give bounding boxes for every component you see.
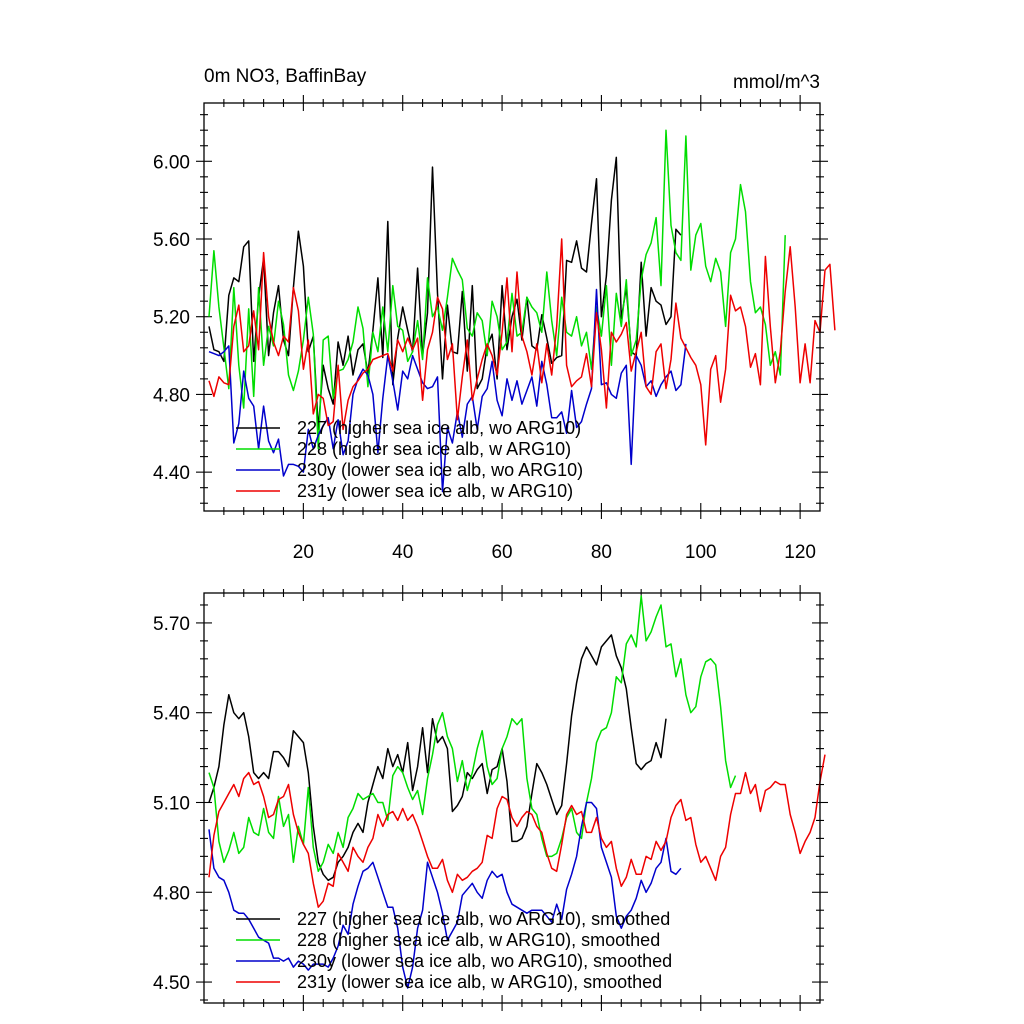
x-tick-label: 80 bbox=[591, 542, 612, 563]
bottom-panel-legend: 227 (higher sea ice alb, wo ARG10), smoo… bbox=[236, 909, 672, 992]
x-tick-label: 100 bbox=[685, 542, 717, 563]
y-tick-label: 5.10 bbox=[153, 793, 190, 814]
bottom-panel: 4.50 4.80 5.10 5.40 5.70 227 (higher sea ice… bbox=[153, 585, 828, 1011]
y-tick-label: 4.80 bbox=[153, 385, 190, 406]
x-tick-label: 20 bbox=[293, 542, 314, 563]
y-tick-label: 4.50 bbox=[153, 973, 190, 994]
legend-label-4: 231y (lower sea ice alb, w ARG10), smoot… bbox=[297, 972, 662, 992]
legend-label-3: 230y (lower sea ice alb, wo ARG10), smoo… bbox=[297, 951, 672, 971]
top-panel-ticks: 20 40 60 80 100 120 4.40 4.80 5.20 5.60 6.00 bbox=[153, 95, 828, 563]
legend-label-2: 228 (higher sea ice alb, w ARG10), smoot… bbox=[297, 930, 660, 950]
y-tick-label: 5.60 bbox=[153, 230, 190, 251]
series-line-3 bbox=[208, 801, 682, 989]
y-tick-label: 6.00 bbox=[153, 152, 190, 173]
legend-label-1: 227 (higher sea ice alb, wo ARG10) bbox=[297, 418, 581, 438]
series-line-3 bbox=[208, 288, 687, 493]
top-panel-frame bbox=[203, 102, 821, 512]
series-line-2 bbox=[208, 595, 737, 873]
legend-label-1: 227 (higher sea ice alb, wo ARG10), smoo… bbox=[297, 909, 670, 929]
series-line-1 bbox=[208, 156, 682, 431]
bottom-panel-ticks: 4.50 4.80 5.10 5.40 5.70 bbox=[153, 585, 828, 1011]
y-tick-label: 4.40 bbox=[153, 463, 190, 484]
top-panel-legend: 227 (higher sea ice alb, wo ARG10)228 (h… bbox=[236, 418, 583, 501]
legend-label-4: 231y (lower sea ice alb, w ARG10) bbox=[297, 481, 573, 501]
series-line-4 bbox=[208, 754, 826, 908]
y-tick-label: 5.20 bbox=[153, 308, 190, 329]
legend-label-3: 230y (lower sea ice alb, wo ARG10) bbox=[297, 460, 583, 480]
series-line-1 bbox=[208, 634, 667, 882]
x-tick-label: 40 bbox=[392, 542, 413, 563]
y-tick-label: 5.40 bbox=[153, 704, 190, 725]
bottom-panel-frame bbox=[203, 592, 821, 1004]
top-panel-title: 0m NO3, BaffinBay bbox=[204, 66, 367, 87]
top-panel: 0m NO3, BaffinBay mmol/m^3 20 40 60 80 100 12… bbox=[153, 66, 836, 563]
series-line-2 bbox=[208, 129, 786, 450]
x-tick-label: 60 bbox=[491, 542, 512, 563]
bottom-panel-lines bbox=[208, 595, 826, 989]
series-line-4 bbox=[208, 238, 836, 446]
y-tick-label: 5.70 bbox=[153, 614, 190, 635]
top-panel-units: mmol/m^3 bbox=[733, 72, 820, 93]
x-tick-label: 120 bbox=[784, 542, 816, 563]
top-panel-lines bbox=[208, 129, 836, 493]
legend-label-2: 228 (higher sea ice alb, w ARG10) bbox=[297, 439, 571, 459]
y-tick-label: 4.80 bbox=[153, 883, 190, 904]
